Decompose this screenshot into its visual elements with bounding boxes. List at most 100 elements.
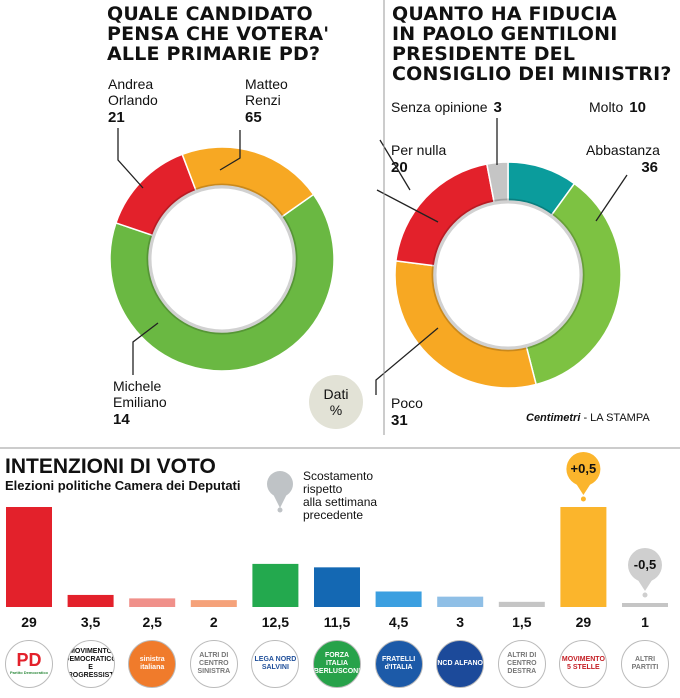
party-logo-text: PD xyxy=(16,650,42,670)
label-poco: Poco 31 xyxy=(391,395,423,429)
legend-line: precedente xyxy=(303,508,364,522)
leader-line xyxy=(376,189,439,223)
label-poco-name: Poco xyxy=(391,395,423,411)
party-logo: MOVIMENTO 5 STELLE xyxy=(559,640,608,688)
label-renzi: Matteo Renzi 65 xyxy=(245,76,288,126)
label-emiliano-name: Emiliano xyxy=(113,394,167,410)
party-logo: FORZA ITALIA BERLUSCONI xyxy=(313,640,361,688)
party-logo: ALTRI DI CENTRO SINISTRA xyxy=(189,640,238,688)
party-logo-text: MOVIMENTO 5 STELLE xyxy=(561,656,605,671)
bar-value-label: 11,5 xyxy=(323,614,351,630)
dati-percent-badge: Dati % xyxy=(309,375,363,429)
legend-line: alla settimana xyxy=(303,495,378,509)
credit-brand: Centimetri xyxy=(526,412,581,424)
bar-value-label: 2 xyxy=(209,614,218,630)
chart2-title: QUANTO HA FIDUCIA IN PAOLO GENTILONI PRE… xyxy=(392,4,672,84)
delta-pin-tail xyxy=(574,481,593,495)
delta-pin-dot xyxy=(642,592,648,598)
delta-legend: Scostamento rispetto alla settimana prec… xyxy=(303,470,413,522)
bar-9 xyxy=(560,507,607,607)
bar-0 xyxy=(6,507,52,607)
party-logo: sinistra italiana xyxy=(128,640,177,688)
label-orlando-value: 21 xyxy=(108,109,125,126)
bar-6 xyxy=(375,591,422,607)
label-renzi-name: Matteo xyxy=(245,76,288,92)
label-senza-opinione: Senza opinione 3 xyxy=(391,99,502,116)
bar-3 xyxy=(190,600,237,607)
credit: Centimetri - LA STAMPA xyxy=(526,412,650,424)
bar-5 xyxy=(314,567,360,607)
chart1-title-line: PENSA CHE VOTERA' xyxy=(107,23,330,45)
leader-line xyxy=(132,322,159,375)
party-logo: FRATELLI d'ITALIA xyxy=(374,640,423,688)
party-logo-text: FORZA ITALIA BERLUSCONI xyxy=(313,652,361,675)
bar-chart-title: INTENZIONI DI VOTO xyxy=(5,455,216,478)
label-orlando-name: Orlando xyxy=(108,92,158,108)
label-orlando-name: Andrea xyxy=(108,76,154,92)
bar-value-label: 29 xyxy=(21,614,37,630)
credit-source: - LA STAMPA xyxy=(580,412,650,424)
bar-value-label: 12,5 xyxy=(261,614,290,630)
donut1-slice-matteo-renzi xyxy=(109,193,335,372)
label-molto: Molto 10 xyxy=(589,99,646,116)
label-renzi-name: Renzi xyxy=(245,92,281,108)
donut1-inner-shadow xyxy=(146,183,298,335)
label-emiliano-value: 14 xyxy=(113,411,130,428)
bar-1 xyxy=(67,594,114,607)
label-molto-value: 10 xyxy=(629,99,646,116)
bar-value-label: 2,5 xyxy=(142,614,162,630)
legend-line: rispetto xyxy=(303,482,343,496)
label-orlando: Andrea Orlando 21 xyxy=(108,76,158,126)
donut2-slice-per-nulla xyxy=(395,163,496,267)
party-logo-text: LEGA NORD SALVINI xyxy=(254,656,297,671)
label-senza-name: Senza opinione xyxy=(391,99,488,115)
party-logo: MOVIMENTO DEMOCRATICO E PROGRESSISTA xyxy=(66,640,115,688)
chart2-title-line: PRESIDENTE DEL xyxy=(392,43,576,65)
party-logo-subtext: Partito Democratico xyxy=(9,670,48,675)
leader-line xyxy=(379,139,411,191)
label-per-nulla-value: 20 xyxy=(391,159,408,176)
delta-pin-tail xyxy=(636,577,654,591)
bar-value-label: 3 xyxy=(456,614,465,630)
chart1-title-line: ALLE PRIMARIE PD? xyxy=(107,43,321,65)
bar-2 xyxy=(129,598,176,607)
label-renzi-value: 65 xyxy=(245,109,262,126)
bar-chart-subtitle: Elezioni politiche Camera dei Deputati xyxy=(5,478,241,493)
delta-legend-pin-icon xyxy=(267,471,293,513)
dati-unit: % xyxy=(329,402,343,418)
chart2-title-line: IN PAOLO GENTILONI xyxy=(392,23,618,45)
leader-line xyxy=(375,327,439,395)
party-logo-text: ALTRI DI CENTRO SINISTRA xyxy=(197,652,231,675)
label-abbastanza-value: 36 xyxy=(641,159,658,176)
bar-10 xyxy=(622,603,668,607)
dati-label: Dati xyxy=(323,386,349,402)
bar-value-label: 1,5 xyxy=(512,614,532,630)
party-logo-text: FRATELLI d'ITALIA xyxy=(381,656,416,671)
chart2-title-line: CONSIGLIO DEI MINISTRI? xyxy=(392,63,672,85)
party-logo-text: NCD ALFANO xyxy=(437,660,483,667)
delta-pin-icon xyxy=(566,452,601,486)
donut2-slice-senza-opinione xyxy=(485,161,509,204)
bar-value-label: 4,5 xyxy=(388,614,409,630)
label-emiliano: Michele Emiliano 14 xyxy=(113,378,167,428)
bar-8 xyxy=(498,601,545,607)
party-logo: PD Partito Democratico xyxy=(5,640,53,688)
label-poco-value: 31 xyxy=(391,412,408,429)
party-logo: LEGA NORD SALVINI xyxy=(251,640,300,688)
delta-pin-dot xyxy=(580,496,586,502)
party-logo: NCD ALFANO xyxy=(436,640,485,688)
delta-label: -0,5 xyxy=(633,557,657,572)
label-per-nulla-name: Per nulla xyxy=(391,142,447,158)
party-logo-text: MOVIMENTO DEMOCRATICO E PROGRESSISTA xyxy=(66,648,115,679)
delta-label: +0,5 xyxy=(570,461,597,476)
bar-value-label: 1 xyxy=(641,614,649,630)
label-emiliano-name: Michele xyxy=(113,378,162,394)
chart2-title-line: QUANTO HA FIDUCIA xyxy=(392,3,617,25)
party-logo: ALTRI DI CENTRO DESTRA xyxy=(497,640,546,688)
bar-value-label: 3,5 xyxy=(80,614,101,630)
delta-pin-icon xyxy=(628,548,662,582)
label-senza-value: 3 xyxy=(493,99,502,116)
legend-line: Scostamento xyxy=(303,469,374,483)
leader-line xyxy=(219,130,241,171)
leader-line xyxy=(117,128,144,189)
